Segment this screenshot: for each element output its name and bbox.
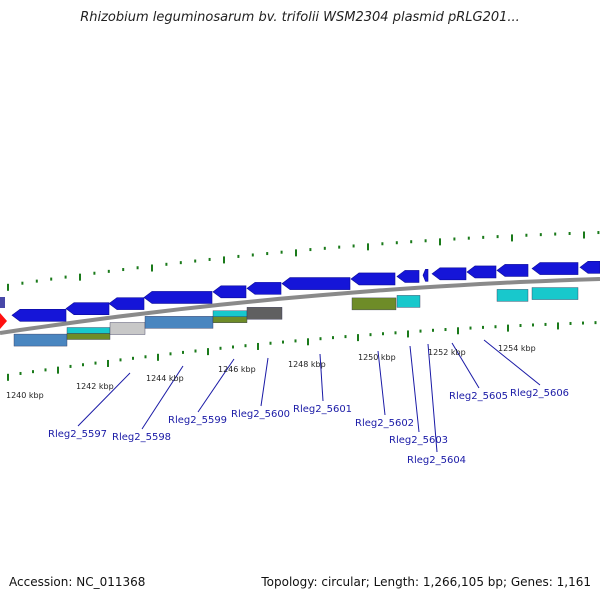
cds-arrow[interactable] — [579, 261, 600, 274]
cds-arrow[interactable] — [143, 291, 213, 304]
gene-label-rleg2-5598[interactable]: Rleg2_5598 — [112, 432, 171, 443]
feature-block[interactable] — [496, 289, 529, 302]
kbp-label: 1242 kbp — [76, 382, 114, 391]
kbp-labels: 1240 kbp 1242 kbp 1244 kbp 1246 kbp 1248 kbp… — [6, 344, 536, 400]
feature-block[interactable] — [66, 333, 111, 340]
map-title: Rhizobium leguminosarum bv. trifolii WSM… — [80, 10, 520, 25]
cut-off-feature — [0, 297, 5, 308]
kbp-label: 1250 kbp — [358, 353, 396, 362]
feature-block[interactable] — [212, 310, 248, 317]
gene-label-rleg2-5600[interactable]: Rleg2_5600 — [231, 409, 290, 420]
gene-label-rleg2-5604[interactable]: Rleg2_5604 — [407, 455, 466, 466]
accession-text: Accession: NC_011368 — [9, 575, 146, 589]
feature-block[interactable] — [212, 316, 248, 323]
left-edge-features — [0, 297, 7, 329]
cds-arrow[interactable] — [496, 264, 529, 277]
feature-block[interactable] — [144, 316, 214, 329]
outer-tick-track — [7, 231, 600, 291]
feature-block[interactable] — [13, 333, 68, 347]
kbp-label: 1240 kbp — [6, 391, 44, 400]
kbp-label: 1246 kbp — [218, 365, 256, 374]
leader-line — [319, 353, 324, 402]
gene-label-rleg2-5605[interactable]: Rleg2_5605 — [449, 391, 508, 402]
leader-line — [377, 350, 386, 416]
gene-label-rleg2-5599[interactable]: Rleg2_5599 — [168, 415, 227, 426]
cds-arrow[interactable] — [531, 262, 579, 275]
kbp-label: 1244 kbp — [146, 374, 184, 383]
feature-block[interactable] — [246, 307, 283, 320]
cds-arrow[interactable] — [466, 265, 497, 279]
red-marker-feature — [0, 313, 7, 329]
cds-arrow[interactable] — [65, 302, 110, 315]
feature-block[interactable] — [351, 297, 397, 311]
cds-arrow[interactable] — [108, 297, 145, 310]
kbp-label: 1252 kbp — [428, 348, 466, 357]
feature-block[interactable] — [109, 322, 146, 335]
genome-backbone — [0, 277, 600, 335]
cds-arrow[interactable] — [422, 268, 429, 282]
cds-arrow[interactable] — [431, 267, 467, 281]
genome-summary-text: Topology: circular; Length: 1,266,105 bp… — [261, 575, 591, 589]
leader-line — [409, 345, 420, 433]
cds-arrow[interactable] — [246, 282, 282, 295]
cds-arrow[interactable] — [350, 272, 396, 286]
leader-line — [260, 357, 269, 407]
kbp-label: 1248 kbp — [288, 360, 326, 369]
leader-line — [197, 358, 235, 413]
gene-label-rleg2-5597[interactable]: Rleg2_5597 — [48, 429, 107, 440]
gene-labels: Rleg2_5597 Rleg2_5598 Rleg2_5599 Rleg2_5600… — [48, 388, 569, 466]
leader-line — [141, 365, 184, 430]
feature-block[interactable] — [531, 287, 579, 300]
feature-block[interactable] — [66, 327, 111, 334]
gene-label-rleg2-5602[interactable]: Rleg2_5602 — [355, 418, 414, 429]
cds-arrow[interactable] — [396, 270, 420, 283]
cds-arrow[interactable] — [212, 285, 247, 299]
inner-tick-track — [7, 321, 597, 381]
cds-arrow[interactable] — [281, 277, 351, 290]
leader-line — [77, 372, 131, 427]
leader-line — [483, 339, 541, 386]
gene-label-rleg2-5601[interactable]: Rleg2_5601 — [293, 404, 352, 415]
cds-arrow[interactable] — [11, 309, 67, 322]
kbp-label: 1254 kbp — [498, 344, 536, 353]
gene-label-rleg2-5603[interactable]: Rleg2_5603 — [389, 435, 448, 446]
label-leader-lines — [77, 339, 541, 453]
feature-block[interactable] — [396, 295, 421, 308]
leader-line — [451, 342, 480, 389]
feature-track — [13, 287, 579, 347]
gene-label-rleg2-5606[interactable]: Rleg2_5606 — [510, 388, 569, 399]
cds-track — [11, 261, 600, 322]
leader-line — [427, 343, 438, 453]
